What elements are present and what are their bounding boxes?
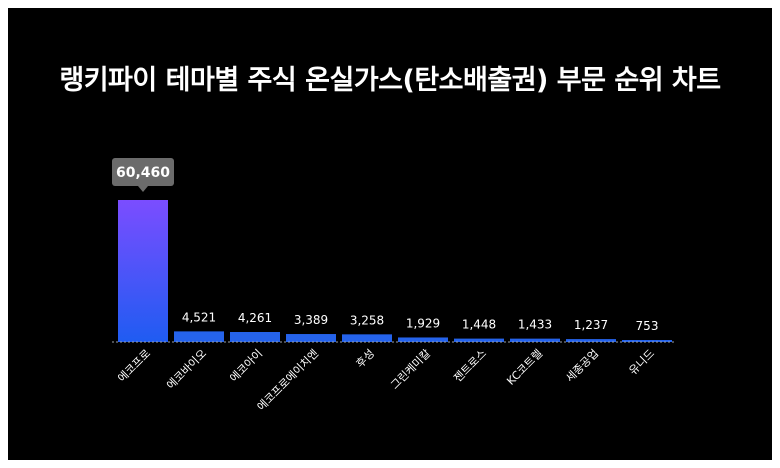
bar[interactable] [510,338,560,342]
x-tick-label: 에코프로에이치엔 [255,347,321,413]
bar-chart: 60,460 에코프로 4,521 에코바이오 4,261 에코아이 3,389 에코프로에이… [112,158,676,413]
bar[interactable] [342,334,392,342]
data-label: 4,261 [238,311,272,325]
chart-frame: 랭키파이 테마별 주식 온실가스(탄소배출권) 부문 순위 차트 60,460 에… [8,8,772,460]
data-label: 4,521 [182,310,216,324]
data-label: 753 [636,319,659,333]
bar[interactable] [622,340,672,342]
value-tooltip [112,158,174,186]
bar[interactable] [118,200,168,342]
data-label: 1,448 [462,318,496,332]
bar[interactable] [174,331,224,342]
bar[interactable] [286,334,336,342]
bar[interactable] [454,338,504,342]
data-label: 1,237 [574,318,608,332]
x-tick-label: 그린케미칼 [388,347,433,392]
x-tick-label: 에코아이 [227,347,265,385]
data-label: 60,460 [116,165,170,181]
value-tooltip-pointer [138,186,148,192]
x-tick-label: KC코트렐 [504,347,545,388]
bar[interactable] [398,337,448,342]
data-label: 3,258 [350,313,384,327]
x-tick-label: 후성 [354,347,378,371]
x-tick-label: 젠트로스 [451,347,489,385]
x-tick-label: 세종공업 [563,347,601,385]
x-tick-label: 유니드 [626,347,657,378]
data-label: 1,929 [406,316,440,330]
x-tick-label: 에코프로 [115,347,153,385]
x-tick-label: 에코바이오 [164,347,209,392]
bar[interactable] [566,339,616,342]
bar[interactable] [230,331,280,342]
data-label: 1,433 [518,318,552,332]
data-label: 3,389 [294,313,328,327]
chart-title: 랭키파이 테마별 주식 온실가스(탄소배출권) 부문 순위 차트 [59,65,721,96]
